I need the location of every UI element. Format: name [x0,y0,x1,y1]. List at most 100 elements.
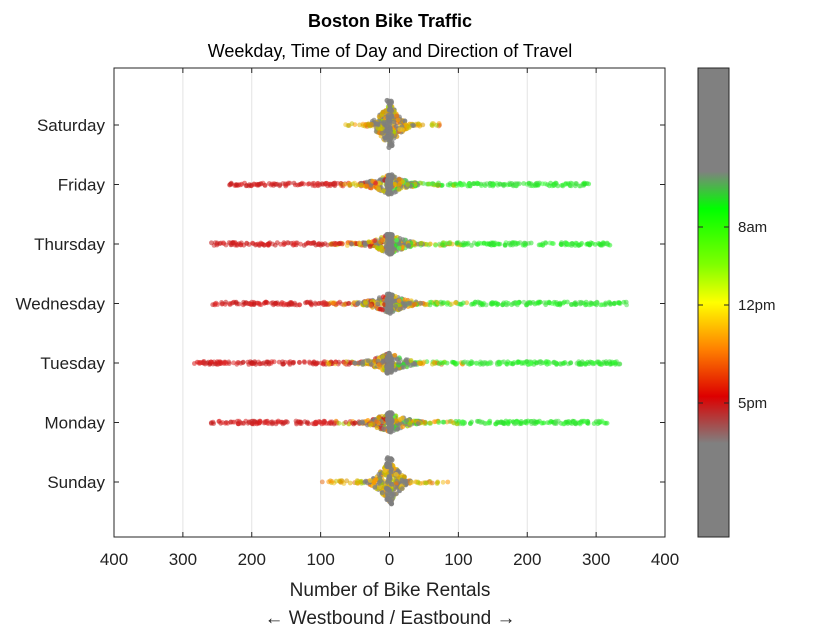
rental-point [363,478,369,484]
rental-point [295,182,300,188]
y-tick-label: Wednesday [16,295,106,314]
rental-point [281,240,287,246]
rental-point [227,301,233,306]
rental-point [549,419,554,425]
rental-point [481,360,487,365]
rental-point [403,122,409,128]
rental-point [553,180,558,186]
rental-point [380,120,386,126]
rental-point [251,302,257,307]
rental-point [233,300,239,306]
rental-point [462,359,468,365]
rental-point [326,361,332,367]
rental-point [374,419,379,424]
rental-point [253,361,259,367]
rental-point [430,480,435,486]
rental-point [366,239,372,245]
y-tick-label: Sunday [47,473,105,492]
rental-point [469,419,474,425]
rental-point [522,242,528,248]
rental-point [454,241,460,246]
rental-point [231,419,237,425]
rental-point [245,301,251,307]
rental-point [536,299,541,305]
rental-point [416,360,422,366]
rental-point [315,183,321,189]
rental-point [254,181,260,187]
rental-point [384,190,391,196]
rental-point [367,244,373,249]
rental-point [413,479,419,485]
rental-point [221,240,226,246]
colorbar-label: 5pm [738,395,767,412]
rental-point [386,309,392,315]
rental-point [440,242,445,248]
rental-point [364,179,370,185]
rental-point [450,420,456,426]
rental-point [600,240,606,246]
rental-point [552,360,557,366]
rental-point [386,421,392,427]
rental-point [445,479,451,485]
rental-point [297,360,302,365]
rental-point [338,240,343,246]
rental-point [294,302,300,308]
rental-point [287,300,293,305]
rental-point [458,301,463,307]
rental-point [427,420,433,426]
rental-point [528,361,533,366]
day-series-sunday [319,455,451,507]
rental-point [434,122,439,128]
rental-point [434,481,440,486]
rental-point [268,419,274,425]
rental-point [377,479,382,485]
rental-point [576,361,582,367]
rental-point [347,480,353,486]
rental-point [320,242,326,248]
rental-point [379,248,385,254]
rental-point [234,243,240,248]
rental-point [380,307,385,313]
rental-point [388,501,394,507]
rental-point [384,235,391,241]
x-tick-label: 300 [582,550,610,569]
rental-point [430,361,435,367]
rental-point [347,182,353,188]
rental-point [375,301,381,307]
rental-point [444,301,450,307]
rental-point [253,242,258,248]
rental-point [228,181,234,187]
rental-point [585,241,590,247]
rental-point [352,180,357,186]
rental-point [376,185,381,191]
day-series-monday [208,410,610,435]
rental-point [547,183,552,189]
rental-point [411,302,417,307]
rental-point [324,180,330,186]
rental-point [560,300,566,306]
rental-point [395,117,401,123]
rental-point [396,245,402,251]
rental-point [404,418,409,423]
rental-point [384,357,390,363]
rental-point [559,183,565,188]
rental-point [389,492,395,498]
rental-point [402,480,408,486]
rental-point [591,421,597,426]
rental-point [369,122,374,127]
rental-point [380,354,386,360]
rental-point [373,180,378,186]
rental-point [399,415,405,421]
rental-point [261,242,267,248]
rental-point [391,119,397,125]
rental-point [471,181,476,187]
rental-point [408,363,413,368]
rental-point [365,358,371,364]
rental-point [285,240,291,245]
rental-point [569,241,574,247]
rental-point [436,361,442,367]
rental-point [394,491,399,497]
rental-point [362,299,368,305]
rental-point [594,359,600,365]
